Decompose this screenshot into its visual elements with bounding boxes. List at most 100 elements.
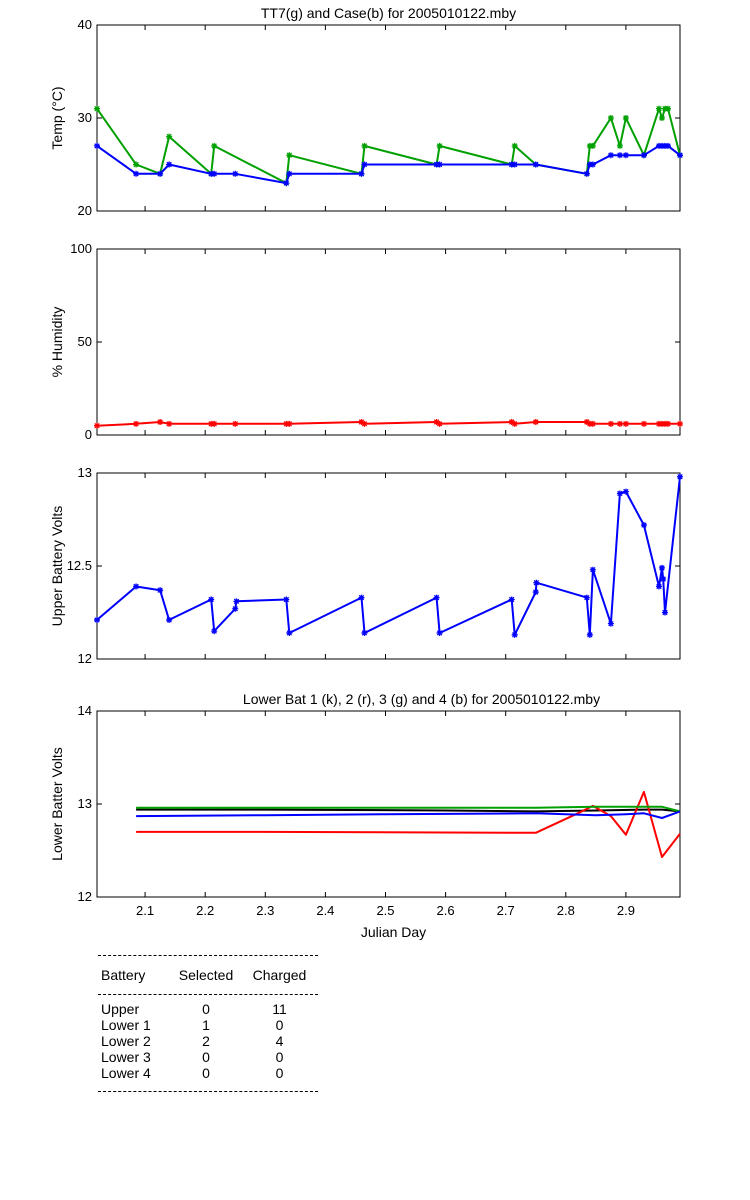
x-tick-label: 2.3	[256, 903, 274, 918]
data-point	[660, 576, 667, 583]
data-point	[607, 620, 614, 627]
table-row: Lower 3 0 0	[98, 1049, 318, 1065]
data-point	[589, 566, 596, 573]
x-tick-label: 2.2	[196, 903, 214, 918]
y-tick-label: 30	[78, 110, 92, 125]
table-row: Lower 1 1 0	[98, 1017, 318, 1033]
data-point	[133, 420, 140, 427]
data-point	[211, 142, 218, 149]
data-point	[640, 420, 647, 427]
series-line	[136, 810, 681, 819]
row-selected: 2	[202, 1033, 210, 1049]
data-point	[166, 133, 173, 140]
x-tick-label: 2.1	[136, 903, 154, 918]
x-tick-label: 2.7	[497, 903, 515, 918]
data-point	[436, 142, 443, 149]
data-point	[286, 170, 293, 177]
series-line	[96, 476, 681, 636]
plot-frame	[96, 248, 681, 436]
plot-frame	[96, 710, 681, 898]
row-selected: 1	[202, 1017, 210, 1033]
data-point	[211, 420, 218, 427]
data-point	[511, 142, 518, 149]
row-battery: Lower 3	[101, 1049, 151, 1065]
y-tick-label: 12	[78, 651, 92, 666]
data-point	[94, 422, 100, 429]
row-battery: Lower 1	[101, 1017, 151, 1033]
data-point	[586, 631, 593, 638]
data-point	[607, 420, 614, 427]
data-point	[283, 596, 290, 603]
data-point	[664, 105, 671, 112]
data-point	[583, 594, 590, 601]
data-point	[133, 161, 140, 168]
row-selected: 0	[202, 1065, 210, 1081]
plot-frame	[96, 472, 681, 660]
data-point	[640, 152, 647, 159]
row-selected: 0	[202, 1001, 210, 1017]
header-selected: Selected	[178, 967, 234, 983]
data-point	[232, 420, 239, 427]
data-point	[616, 152, 623, 159]
data-point	[358, 170, 365, 177]
row-battery: Lower 4	[101, 1065, 151, 1081]
data-point	[433, 594, 440, 601]
data-point	[166, 616, 173, 623]
data-point	[658, 420, 665, 427]
data-point	[286, 152, 293, 159]
table-row: Lower 2 2 4	[98, 1033, 318, 1049]
x-tick-label: 2.4	[316, 903, 334, 918]
y-tick-label: 100	[70, 241, 92, 256]
data-point	[655, 142, 662, 149]
data-point	[661, 420, 668, 427]
y-tick-label: 14	[78, 703, 92, 718]
data-point	[586, 420, 593, 427]
row-charged: 4	[275, 1033, 284, 1049]
data-point	[655, 583, 662, 590]
data-point	[133, 583, 140, 590]
data-point	[211, 628, 218, 635]
chart-title: Lower Bat 1 (k), 2 (r), 3 (g) and 4 (b) …	[243, 691, 600, 707]
data-point	[511, 161, 518, 168]
data-point	[166, 161, 173, 168]
plot-frame	[96, 24, 681, 212]
data-point	[361, 420, 368, 427]
table-row: Upper 0 11	[98, 1001, 318, 1017]
data-point	[589, 142, 596, 149]
data-point	[361, 629, 368, 636]
table-header-rule	[98, 994, 318, 995]
data-point	[508, 418, 515, 425]
y-tick-label: 13	[78, 796, 92, 811]
data-point	[661, 609, 668, 616]
data-point	[508, 596, 515, 603]
row-battery: Upper	[101, 1001, 140, 1017]
data-point	[286, 420, 293, 427]
data-point	[208, 420, 215, 427]
row-charged: 0	[275, 1017, 284, 1033]
series-line	[136, 790, 681, 858]
data-point	[658, 115, 665, 121]
data-point	[622, 152, 629, 159]
data-point	[508, 161, 515, 168]
row-charged: 11	[272, 1001, 287, 1017]
data-point	[622, 115, 629, 121]
x-tick-label: 2.5	[376, 903, 394, 918]
y-tick-label: 12.5	[67, 558, 92, 573]
x-tick-label: 2.6	[437, 903, 455, 918]
y-tick-label: 0	[85, 427, 92, 442]
battery-table: Battery Selected Charged Upper 0 11 Lowe…	[98, 955, 318, 1092]
data-point	[211, 170, 218, 177]
data-point	[436, 161, 443, 168]
x-axis-label: Julian Day	[361, 924, 426, 940]
data-point	[433, 161, 440, 168]
data-point	[157, 418, 164, 425]
data-point	[622, 488, 629, 495]
data-point	[664, 420, 671, 427]
data-point	[157, 170, 164, 177]
data-point	[589, 161, 596, 168]
header-charged: Charged	[252, 967, 307, 983]
data-point	[157, 587, 164, 594]
data-point	[532, 418, 539, 425]
data-point	[94, 616, 100, 623]
y-tick-label: 50	[78, 334, 92, 349]
